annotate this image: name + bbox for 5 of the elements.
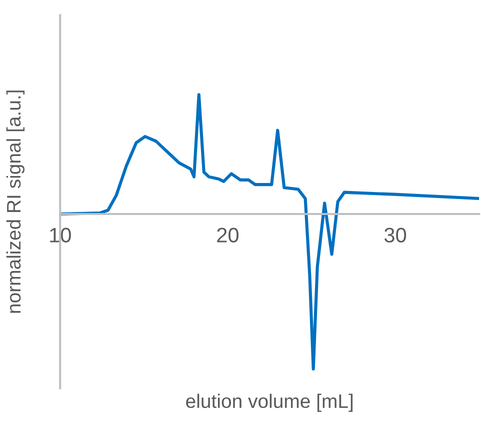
x-tick-label: 20 xyxy=(217,228,238,243)
x-axis-title: elution volume [mL] xyxy=(186,394,353,412)
x-tick-label: 30 xyxy=(384,228,406,243)
y-axis-title: normalized RI signal [a.u.] xyxy=(6,90,25,313)
x-tick-label: 10 xyxy=(50,228,71,243)
